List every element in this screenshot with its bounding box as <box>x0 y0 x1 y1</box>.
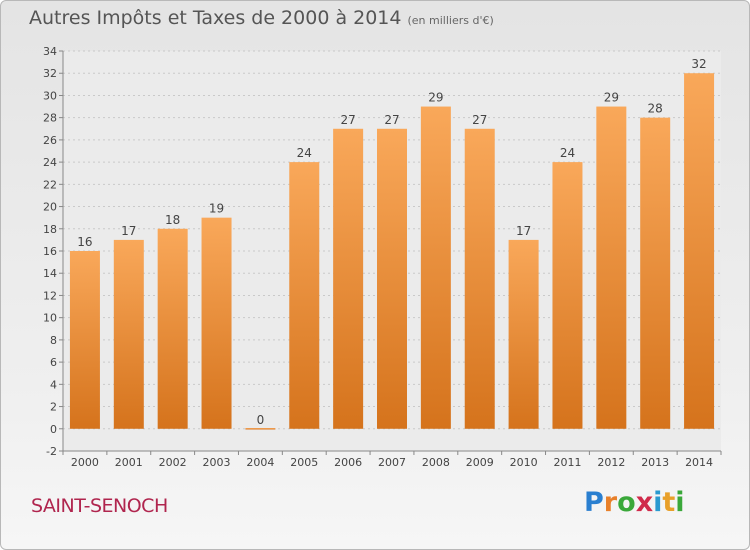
data-label-2004: 0 <box>257 413 265 427</box>
location-label: SAINT-SENOCH <box>31 495 168 517</box>
bar-2007 <box>377 128 407 429</box>
data-label-2000: 16 <box>77 235 92 249</box>
x-axis: 2000 2001 2002 2003 2004 2005 2006 2007 2008 2009… <box>62 450 722 469</box>
title-unit: (en milliers d'€) <box>407 14 494 27</box>
bar-2014 <box>684 73 715 429</box>
x-tick-label-2009: 2009 <box>466 456 494 469</box>
y-tick-label: 30 <box>43 89 57 102</box>
x-tick-label-2003: 2003 <box>203 456 231 469</box>
y-tick-label: 22 <box>43 178 57 191</box>
bar-2001 <box>113 239 144 429</box>
y-tick-label: 16 <box>43 245 57 258</box>
title-text: Autres Impôts et Taxes de 2000 à 2014 <box>29 7 402 29</box>
data-label-2011: 24 <box>560 146 575 160</box>
data-label-2008: 29 <box>428 91 443 105</box>
bar-2010 <box>508 239 539 429</box>
x-tick-label-2007: 2007 <box>378 456 406 469</box>
x-tick-label-2012: 2012 <box>597 456 625 469</box>
x-tick-label-2000: 2000 <box>71 456 99 469</box>
bar-2012 <box>596 106 627 429</box>
bar-2013 <box>640 117 671 429</box>
brand-letter: P <box>584 487 604 518</box>
y-tick-label: 32 <box>43 67 57 80</box>
brand-logo: Proxiti <box>584 487 685 518</box>
bars: 16 17 18 19 0 24 27 27 29 27 17 24 29 28 32 <box>69 57 715 430</box>
x-tick-label-2002: 2002 <box>159 456 187 469</box>
data-label-2012: 29 <box>604 91 619 105</box>
bar-2002 <box>157 228 188 429</box>
data-label-2003: 19 <box>209 202 224 216</box>
data-label-2006: 27 <box>340 113 355 127</box>
brand-letter: r <box>603 487 618 518</box>
brand-letter: i <box>653 487 663 518</box>
bar-2006 <box>333 128 364 429</box>
y-tick-label: 12 <box>43 289 57 302</box>
data-label-2005: 24 <box>297 146 312 160</box>
brand-letter: t <box>662 487 676 518</box>
data-label-2002: 18 <box>165 213 180 227</box>
brand-letter: x <box>635 487 654 518</box>
y-tick-label: 2 <box>50 401 57 414</box>
y-tick-label: 6 <box>50 356 57 369</box>
chart-title: Autres Impôts et Taxes de 2000 à 2014 (en… <box>29 7 494 29</box>
bar-2008 <box>420 106 451 429</box>
y-tick-label: 18 <box>43 223 57 236</box>
x-tick-label-2004: 2004 <box>246 456 274 469</box>
brand-letter: o <box>617 487 636 518</box>
y-tick-label: 10 <box>43 312 57 325</box>
data-label-2009: 27 <box>472 113 487 127</box>
bar-2009 <box>464 128 495 429</box>
data-label-2007: 27 <box>384 113 399 127</box>
y-tick-label: 20 <box>43 201 57 214</box>
y-tick-label: 4 <box>50 378 57 391</box>
y-tick-label: 28 <box>43 112 57 125</box>
y-tick-label: 24 <box>43 156 57 169</box>
x-tick-label-2006: 2006 <box>334 456 362 469</box>
data-label-2001: 17 <box>121 224 136 238</box>
x-tick-label-2005: 2005 <box>290 456 318 469</box>
y-tick-label: 26 <box>43 134 57 147</box>
x-tick-label-2011: 2011 <box>553 456 581 469</box>
x-tick-label-2013: 2013 <box>641 456 669 469</box>
x-tick-label-2001: 2001 <box>115 456 143 469</box>
x-tick-label-2010: 2010 <box>510 456 538 469</box>
data-label-2010: 17 <box>516 224 531 238</box>
y-tick-label: 8 <box>50 334 57 347</box>
bar-2000 <box>69 251 100 429</box>
y-tick-label: 0 <box>50 423 57 436</box>
bar-2004 <box>245 428 276 430</box>
y-tick-label: 34 <box>43 45 57 58</box>
bar-2011 <box>552 162 583 429</box>
bar-2003 <box>201 217 232 429</box>
x-tick-label-2014: 2014 <box>685 456 713 469</box>
y-tick-label: 14 <box>43 267 57 280</box>
data-label-2013: 28 <box>648 102 663 116</box>
brand-letter: i <box>675 487 685 518</box>
y-tick-label: -2 <box>46 445 57 458</box>
x-tick-label-2008: 2008 <box>422 456 450 469</box>
data-label-2014: 32 <box>691 57 706 71</box>
bar-2005 <box>289 162 320 429</box>
